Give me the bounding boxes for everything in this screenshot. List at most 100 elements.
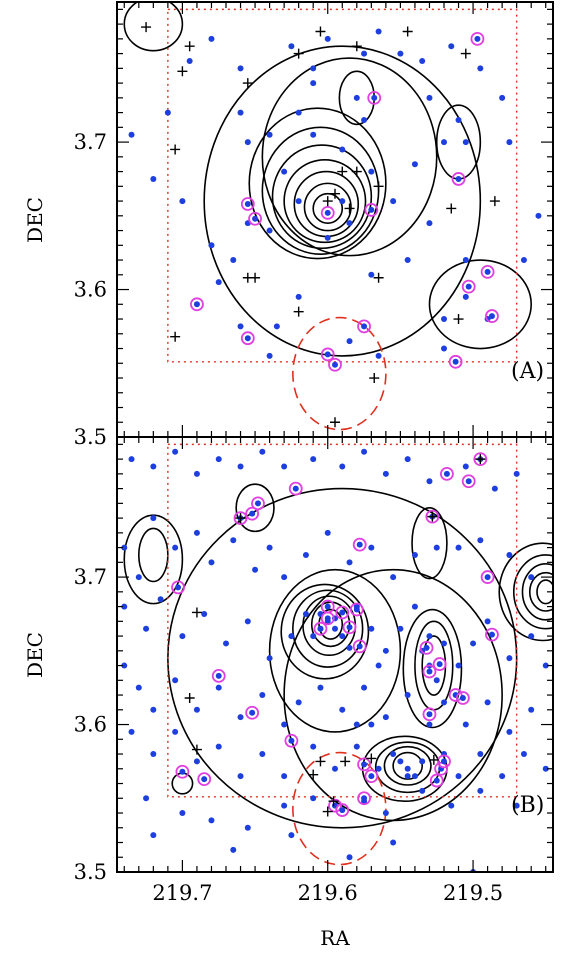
cross-point [340, 756, 351, 767]
member-ring [328, 798, 342, 813]
galaxy-point [266, 227, 273, 234]
member-ring [485, 309, 499, 323]
member-ring [364, 769, 379, 784]
member-point [201, 776, 208, 783]
galaxy-point [390, 751, 397, 758]
galaxy-point [121, 544, 128, 551]
galaxy-point [448, 802, 455, 809]
density-contour [283, 158, 367, 244]
galaxy-point [361, 50, 368, 57]
galaxy-point [368, 168, 375, 175]
galaxy-point [441, 699, 447, 706]
galaxy-point [215, 743, 222, 750]
galaxy-point [237, 773, 244, 780]
galaxy-point [237, 463, 244, 470]
member-point [249, 709, 256, 716]
density-contour [428, 259, 533, 350]
galaxy-point [535, 212, 542, 219]
density-contour [383, 745, 432, 786]
galaxy-point [295, 109, 302, 116]
galaxy-point [375, 352, 382, 359]
galaxy-point [310, 131, 317, 138]
galaxy-point [382, 647, 389, 654]
member-point [459, 695, 466, 701]
galaxy-point [462, 293, 469, 300]
survey-box [167, 8, 518, 363]
galaxy-point [419, 758, 426, 765]
cross-point [373, 272, 384, 283]
galaxy-point [390, 574, 397, 581]
cross-point [373, 181, 384, 192]
galaxy-point [317, 684, 324, 691]
member-ring [233, 511, 248, 526]
density-contour [261, 57, 438, 257]
galaxy-point [259, 751, 266, 758]
member-ring [461, 279, 476, 294]
galaxy-point [404, 765, 411, 772]
density-contour [268, 568, 402, 733]
galaxy-point [128, 131, 135, 138]
member-ring [352, 537, 367, 552]
member-point [193, 301, 200, 308]
galaxy-point [361, 684, 368, 691]
galaxy-point [237, 109, 244, 116]
density-contour [171, 772, 194, 795]
galaxy-point [361, 448, 368, 455]
galaxy-point [411, 603, 418, 610]
galaxy-point [397, 758, 404, 765]
galaxy-point [252, 566, 259, 573]
cross-point [177, 66, 188, 77]
x-tick-label: 219.5 [443, 881, 503, 905]
galaxy-point [390, 839, 397, 846]
member-point [474, 35, 481, 42]
galaxy-point [310, 65, 317, 72]
galaxy-point [419, 787, 426, 794]
galaxy-point [346, 220, 353, 227]
galaxy-point [230, 846, 237, 853]
cross-point [330, 188, 340, 199]
galaxy-point [237, 714, 244, 721]
survey-box [167, 443, 518, 798]
galaxy-point [266, 655, 273, 662]
member-point [175, 584, 182, 591]
member-ring [429, 773, 444, 788]
member-point [324, 615, 331, 622]
member-ring [422, 664, 437, 679]
y-axis-title-b: DEC [23, 632, 47, 678]
y-tick-label: 3.7 [74, 130, 107, 154]
density-contour [235, 483, 275, 533]
dashed-circle [292, 316, 387, 431]
galaxy-point [426, 633, 433, 640]
galaxy-point [520, 751, 527, 758]
galaxy-point [361, 116, 368, 123]
galaxy-point [433, 677, 440, 684]
member-ring [451, 172, 466, 186]
member-ring [245, 705, 260, 720]
galaxy-point [375, 28, 382, 35]
density-contour [203, 45, 482, 357]
galaxy-point [179, 198, 186, 205]
member-ring [211, 668, 226, 683]
member-ring [448, 354, 463, 369]
panel-label-a: (A) [511, 359, 544, 384]
galaxy-point [157, 596, 164, 603]
member-point [324, 603, 331, 610]
cross-point [250, 272, 261, 283]
galaxy-point [477, 787, 484, 794]
galaxy-point [542, 662, 549, 669]
cross-point [475, 454, 486, 465]
galaxy-point [201, 610, 208, 617]
galaxy-point [528, 706, 535, 713]
galaxy-point [295, 293, 302, 300]
cross-point [322, 196, 333, 207]
galaxy-point [390, 198, 397, 205]
cross-point [184, 693, 195, 703]
galaxy-point [462, 721, 469, 728]
galaxy-point [143, 625, 150, 632]
member-ring [197, 772, 212, 787]
member-ring [437, 754, 451, 769]
galaxy-point [310, 80, 317, 87]
member-ring [419, 640, 434, 655]
galaxy-point [506, 728, 513, 735]
